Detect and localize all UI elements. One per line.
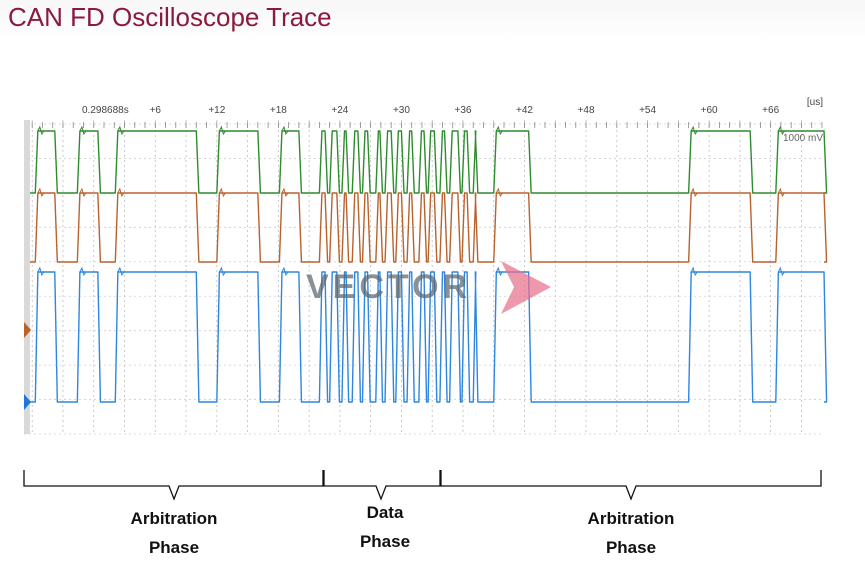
channel-marker-blue-icon bbox=[24, 394, 31, 410]
x-tick-label: +12 bbox=[208, 105, 225, 116]
edge-ringing bbox=[281, 266, 289, 277]
edge-ringing bbox=[218, 187, 226, 198]
phase-label-data: Data Phase bbox=[315, 503, 455, 552]
x-tick-label: +48 bbox=[578, 105, 595, 116]
x-start-label: 0.298688s bbox=[82, 105, 129, 116]
x-tick-labels: +6 +12 +18 +24 +30 +36 +42 +48 +54 +60 +66 bbox=[150, 105, 780, 116]
x-tick-label: +66 bbox=[762, 105, 779, 116]
edge-ringing bbox=[777, 125, 785, 136]
phase-bracket-arbitration-2 bbox=[440, 470, 822, 501]
edge-ringing bbox=[117, 187, 125, 198]
traces bbox=[30, 125, 828, 403]
phase-label-line2: Phase bbox=[359, 532, 411, 551]
edge-ringing bbox=[117, 266, 125, 277]
phase-label-line1: Data bbox=[366, 503, 404, 522]
edge-ringing bbox=[690, 187, 698, 198]
edge-ringing bbox=[495, 125, 503, 136]
channel-marker-orange-icon bbox=[24, 322, 31, 338]
vector-logo: VECTOR bbox=[306, 261, 551, 314]
x-tick-label: +30 bbox=[393, 105, 410, 116]
y-scale-label: 1000 mV bbox=[783, 133, 823, 144]
edge-ringing bbox=[690, 266, 698, 277]
vector-logo-text: VECTOR bbox=[306, 268, 471, 306]
edge-ringing bbox=[218, 266, 226, 277]
x-unit-label: [us] bbox=[807, 97, 823, 108]
phase-label-line2: Phase bbox=[148, 538, 200, 557]
slide-title: CAN FD Oscilloscope Trace bbox=[8, 2, 332, 32]
edge-ringing bbox=[281, 187, 289, 198]
left-scroll-strip bbox=[24, 120, 30, 434]
x-tick-label: +36 bbox=[454, 105, 471, 116]
trace-can-low bbox=[30, 192, 828, 263]
edge-ringing bbox=[281, 125, 289, 136]
x-tick-label: +18 bbox=[270, 105, 287, 116]
vector-logo-chevron-icon bbox=[501, 261, 551, 314]
trace-can-high bbox=[30, 130, 828, 194]
edge-ringing bbox=[777, 187, 785, 198]
edge-ringing bbox=[495, 187, 503, 198]
phase-bracket-arbitration-1 bbox=[23, 470, 324, 501]
title-bar bbox=[0, 0, 865, 44]
phase-label-arbitration-1: Arbitration Phase bbox=[104, 509, 244, 558]
edge-ringing bbox=[37, 187, 45, 198]
phase-brackets bbox=[23, 470, 822, 501]
phase-bracket-data bbox=[323, 470, 441, 501]
phase-label-line2: Phase bbox=[605, 538, 657, 557]
x-tick-label: +6 bbox=[150, 105, 162, 116]
edge-ringing bbox=[79, 266, 87, 277]
edge-ringing bbox=[218, 125, 226, 136]
edge-ringing bbox=[690, 125, 698, 136]
x-tick-label: +54 bbox=[639, 105, 656, 116]
edge-ringing bbox=[79, 187, 87, 198]
x-tick-label: +42 bbox=[516, 105, 533, 116]
edge-ringing bbox=[37, 125, 45, 136]
x-tick-label: +60 bbox=[701, 105, 718, 116]
edge-ringing bbox=[79, 125, 87, 136]
edge-ringing bbox=[777, 266, 785, 277]
phase-label-arbitration-2: Arbitration Phase bbox=[561, 509, 701, 558]
phase-label-line1: Arbitration bbox=[587, 509, 675, 528]
edge-ringing bbox=[37, 266, 45, 277]
edge-ringing bbox=[117, 125, 125, 136]
phase-label-line1: Arbitration bbox=[130, 509, 218, 528]
edge-ringing bbox=[495, 266, 503, 277]
x-tick-label: +24 bbox=[331, 105, 348, 116]
trace-can-differential bbox=[30, 271, 828, 403]
